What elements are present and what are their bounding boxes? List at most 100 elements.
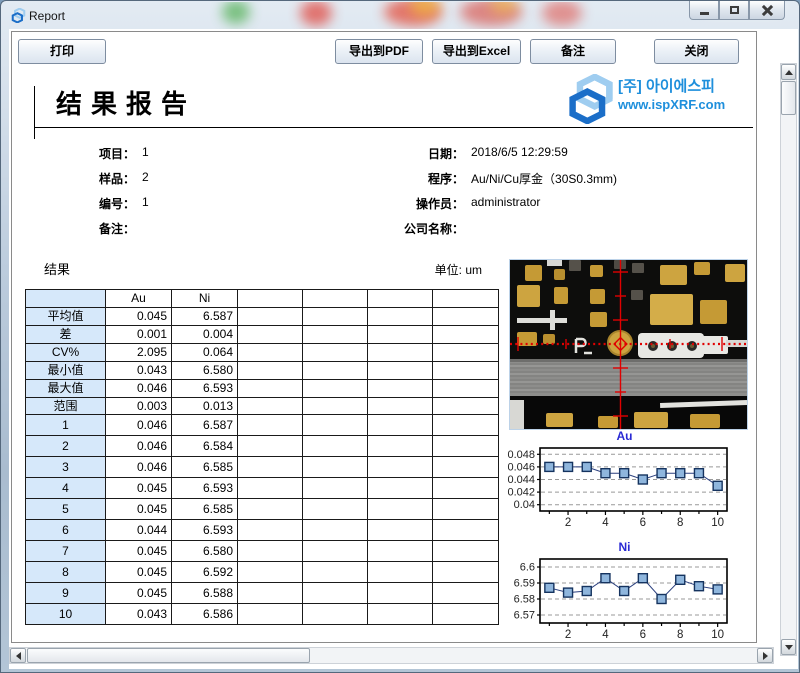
row-label: 6: [25, 519, 106, 541]
value-cell: 0.013: [171, 397, 238, 416]
value-cell: [237, 582, 303, 604]
svg-text:2: 2: [565, 629, 571, 641]
value-cell: [237, 603, 303, 625]
value-cell: [367, 361, 433, 380]
value-cell: 0.046: [105, 379, 172, 398]
value-cell: 6.593: [171, 519, 238, 541]
info-field-value: 1: [142, 195, 149, 209]
value-cell: 0.044: [105, 519, 172, 541]
close-window-button[interactable]: [749, 1, 785, 20]
logo-hexagons-icon: [569, 74, 613, 124]
svg-text:10: 10: [711, 517, 724, 529]
value-cell: [432, 435, 499, 457]
window-controls: [689, 1, 785, 20]
info-field: 日期： 2018/6/5 12:29:59: [344, 145, 568, 165]
info-field-value: 2: [142, 170, 149, 184]
value-cell: 6.580: [171, 361, 238, 380]
value-cell: [237, 343, 303, 362]
value-cell: [432, 379, 499, 398]
value-cell: 6.592: [171, 561, 238, 583]
info-field-value: 1: [142, 145, 149, 159]
value-cell: [432, 307, 499, 326]
column-header: Ni: [171, 289, 238, 308]
row-label: 4: [25, 477, 106, 499]
export-pdf-button[interactable]: 导出到PDF: [335, 39, 423, 64]
horizontal-scroll-thumb[interactable]: [27, 648, 310, 663]
value-cell: 6.584: [171, 435, 238, 457]
value-cell: [302, 361, 368, 380]
scroll-right-button[interactable]: [757, 648, 773, 663]
print-button[interactable]: 打印: [18, 39, 106, 64]
close-report-button[interactable]: 关闭: [654, 39, 739, 64]
column-header: [302, 289, 368, 308]
row-label: 3: [25, 456, 106, 478]
svg-text:6.58: 6.58: [514, 594, 535, 606]
table-row: 范围 0.003 0.013: [25, 397, 499, 416]
title-underline: [34, 127, 753, 128]
horizontal-scrollbar[interactable]: [9, 647, 774, 664]
info-field-label: 样品：: [98, 172, 135, 186]
maximize-button[interactable]: [719, 1, 749, 20]
info-field: 项目： 1: [40, 145, 149, 165]
app-logo-icon: [11, 8, 26, 23]
value-cell: 0.043: [105, 603, 172, 625]
table-row: 10 0.043 6.586: [25, 603, 499, 625]
info-field: 样品： 2: [40, 170, 149, 190]
svg-text:10: 10: [711, 629, 724, 641]
svg-text:4: 4: [602, 629, 609, 641]
export-excel-button[interactable]: 导出到Excel: [432, 39, 521, 64]
svg-text:6: 6: [640, 629, 646, 641]
value-cell: 6.593: [171, 379, 238, 398]
value-cell: [237, 307, 303, 326]
company-logo: [주] 아이에스피 www.ispXRF.com: [568, 72, 753, 124]
scroll-left-button[interactable]: [10, 648, 26, 663]
value-cell: [367, 603, 433, 625]
value-cell: 0.004: [171, 325, 238, 344]
table-row: 8 0.045 6.592: [25, 561, 499, 583]
value-cell: [237, 540, 303, 562]
vertical-scrollbar[interactable]: [780, 63, 797, 656]
logo-company-name: [주] 아이에스피: [618, 78, 715, 95]
scroll-right-icon: [762, 651, 768, 660]
value-cell: 0.045: [105, 540, 172, 562]
value-cell: [432, 456, 499, 478]
value-cell: [302, 435, 368, 457]
value-cell: 0.001: [105, 325, 172, 344]
title-bar[interactable]: Report: [2, 2, 798, 29]
value-cell: 6.587: [171, 307, 238, 326]
value-cell: [367, 379, 433, 398]
value-cell: 6.585: [171, 456, 238, 478]
value-cell: [432, 397, 499, 416]
value-cell: 0.045: [105, 582, 172, 604]
value-cell: [302, 456, 368, 478]
value-cell: [237, 325, 303, 344]
value-cell: [367, 435, 433, 457]
value-cell: [302, 519, 368, 541]
value-cell: [432, 519, 499, 541]
row-label: CV%: [25, 343, 106, 362]
value-cell: [367, 540, 433, 562]
scroll-down-button[interactable]: [781, 639, 796, 655]
row-label-header: [25, 289, 106, 308]
table-row: 6 0.044 6.593: [25, 519, 499, 541]
info-field-label: 备注：: [98, 222, 135, 236]
row-label: 范围: [25, 397, 106, 416]
minimize-button[interactable]: [689, 1, 719, 20]
value-cell: [367, 582, 433, 604]
scroll-left-icon: [15, 651, 21, 660]
value-cell: [367, 519, 433, 541]
value-cell: [432, 582, 499, 604]
value-cell: [367, 456, 433, 478]
vertical-scroll-thumb[interactable]: [781, 81, 796, 115]
info-field: 操作员： administrator: [344, 195, 540, 215]
table-header-row: Au Ni: [25, 289, 499, 308]
row-label: 最大值: [25, 379, 106, 398]
value-cell: [302, 540, 368, 562]
svg-text:2: 2: [565, 517, 571, 529]
remark-button[interactable]: 备注: [530, 39, 616, 64]
scroll-up-button[interactable]: [781, 64, 796, 80]
value-cell: [302, 477, 368, 499]
info-field-label: 编号：: [98, 197, 135, 211]
column-header: Au: [105, 289, 172, 308]
